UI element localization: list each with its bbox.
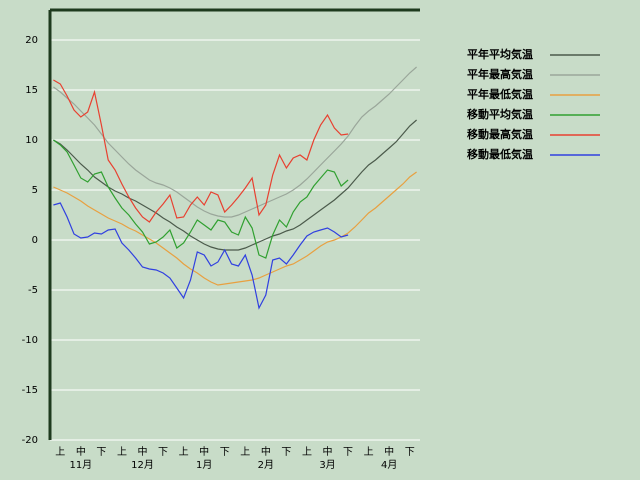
x-tick-label: 中 <box>138 445 148 458</box>
month-label: 3月 <box>319 459 335 471</box>
y-tick-label: 5 <box>32 185 38 196</box>
legend-label: 平年最高気温 <box>467 67 533 81</box>
x-tick-label: 上 <box>117 446 127 458</box>
y-tick-label: 20 <box>25 35 38 46</box>
x-tick-label: 中 <box>199 445 209 458</box>
series-line <box>53 202 349 310</box>
series-line <box>53 171 417 286</box>
legend-label: 平年最低気温 <box>467 87 533 101</box>
y-tick-label: 15 <box>25 85 38 96</box>
x-tick-label: 上 <box>240 446 250 458</box>
series-line <box>53 139 349 259</box>
x-tick-label: 下 <box>343 447 353 458</box>
y-tick-label: -20 <box>22 435 38 446</box>
series-line <box>53 79 349 223</box>
x-tick-label: 下 <box>220 447 230 458</box>
x-tick-label: 中 <box>76 445 86 458</box>
x-tick-label: 下 <box>158 447 168 458</box>
y-tick-label: 10 <box>25 135 38 146</box>
legend-label: 移動平均気温 <box>467 107 533 121</box>
legend-label: 移動最低気温 <box>467 147 533 161</box>
month-label: 4月 <box>381 459 397 471</box>
y-tick-label: -10 <box>22 335 38 346</box>
x-tick-label: 上 <box>302 446 312 458</box>
x-tick-label: 上 <box>55 446 65 458</box>
y-tick-label: -5 <box>28 285 38 296</box>
x-tick-label: 上 <box>179 446 189 458</box>
month-label: 12月 <box>131 459 154 471</box>
legend-label: 移動最高気温 <box>467 127 533 141</box>
x-tick-label: 中 <box>384 445 394 458</box>
x-tick-label: 下 <box>96 447 106 458</box>
y-tick-label: -15 <box>22 385 38 396</box>
x-tick-label: 下 <box>405 447 415 458</box>
series-line <box>53 66 417 218</box>
x-tick-label: 中 <box>323 445 333 458</box>
x-tick-label: 下 <box>281 447 291 458</box>
month-label: 2月 <box>258 459 274 471</box>
x-tick-label: 中 <box>261 445 271 458</box>
x-tick-label: 上 <box>364 446 374 458</box>
legend-label: 平年平均気温 <box>467 47 533 61</box>
month-label: 11月 <box>69 459 92 471</box>
month-label: 1月 <box>196 459 212 471</box>
y-tick-label: 0 <box>32 235 38 246</box>
series-line <box>53 119 417 251</box>
